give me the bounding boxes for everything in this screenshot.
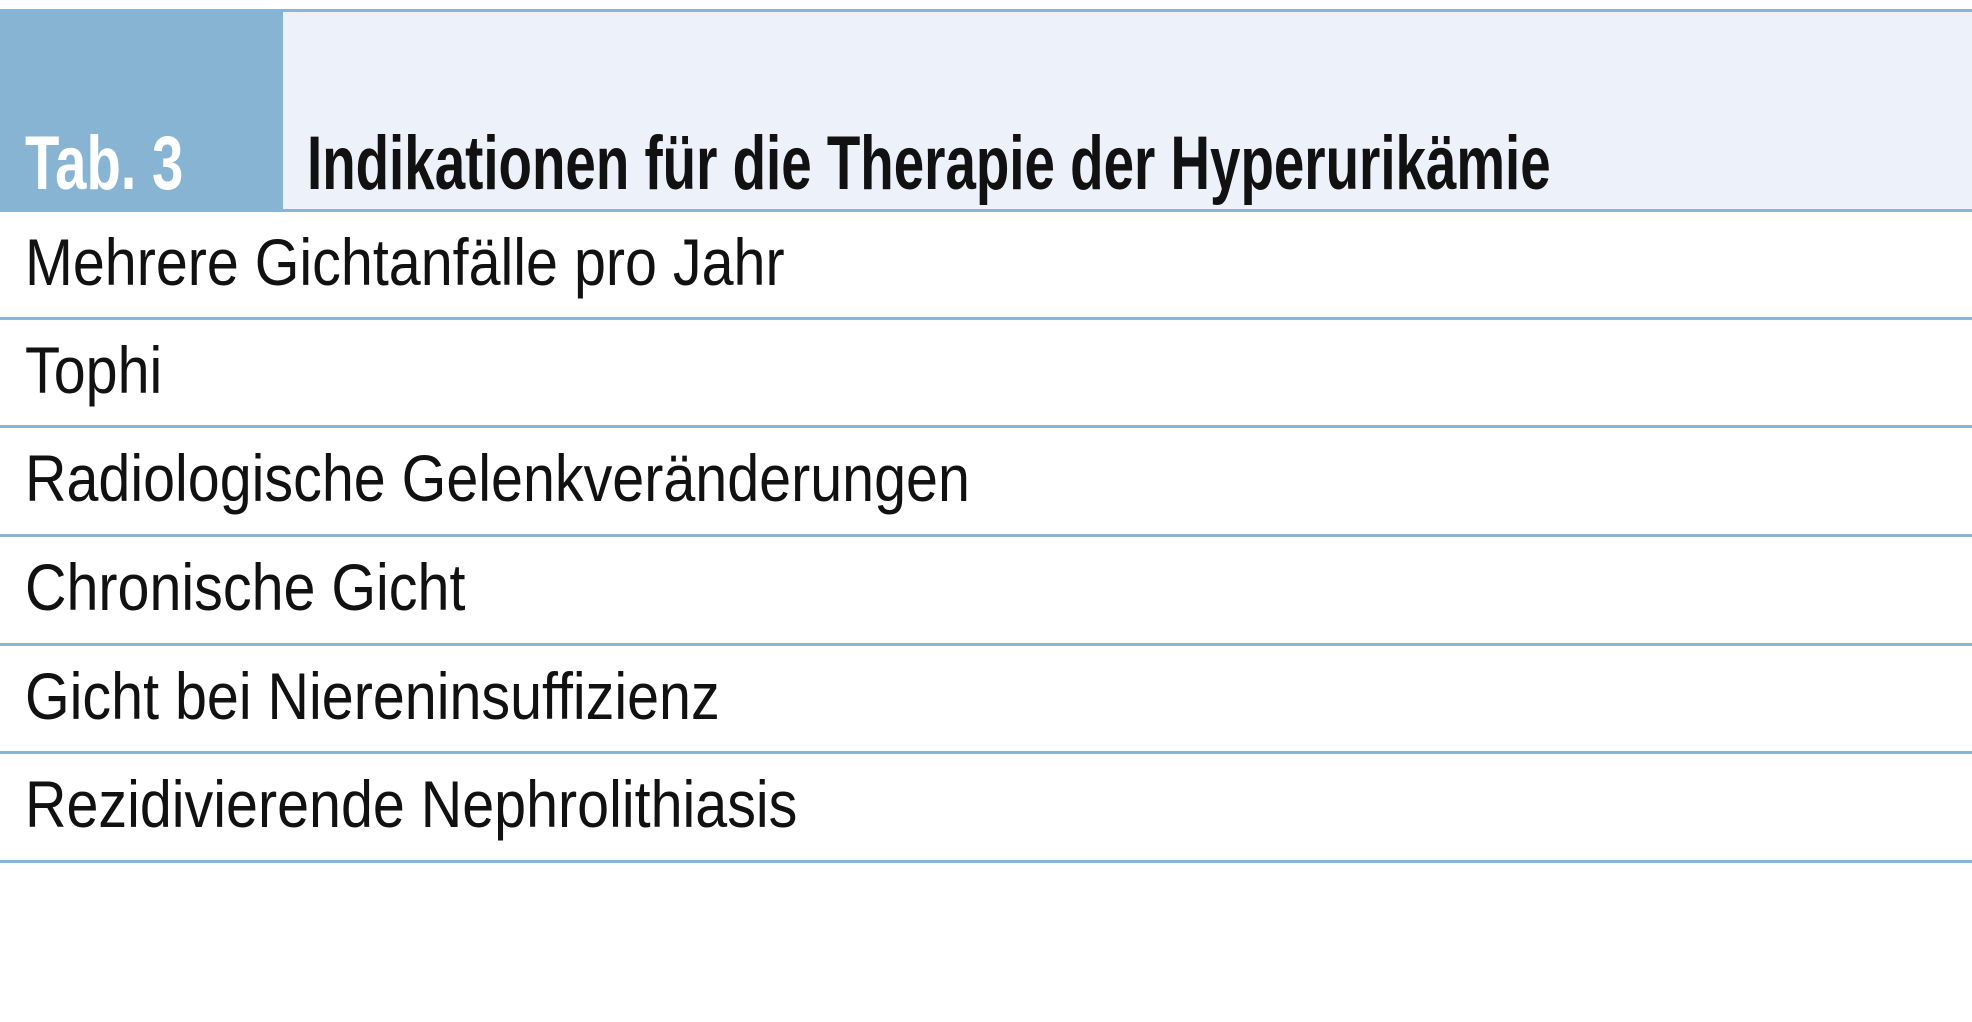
table-header xyxy=(0,12,1972,209)
table-cell: Tophi xyxy=(25,333,163,407)
row-rule xyxy=(0,751,1972,754)
header-rule xyxy=(0,209,1972,212)
table-label: Tab. 3 xyxy=(25,121,184,206)
table-title: Indikationen für die Therapie der Hyperu… xyxy=(307,121,1551,206)
bottom-rule xyxy=(0,860,1972,863)
table-row: Rezidivierende Nephrolithiasis xyxy=(0,754,1972,860)
table-cell: Chronische Gicht xyxy=(25,550,466,624)
row-rule xyxy=(0,534,1972,537)
table-cell: Mehrere Gichtanfälle pro Jahr xyxy=(25,225,785,299)
table-cell: Rezidivierende Nephrolithiasis xyxy=(25,767,798,841)
top-rule xyxy=(0,9,1972,12)
table-row: Tophi xyxy=(0,320,1972,426)
table-cell: Gicht bei Niereninsuffizienz xyxy=(25,659,720,733)
table-label-cell xyxy=(0,12,283,209)
row-rule xyxy=(0,425,1972,428)
table-row: Chronische Gicht xyxy=(0,537,1972,643)
table-row: Mehrere Gichtanfälle pro Jahr xyxy=(0,212,1972,318)
row-rule xyxy=(0,643,1972,646)
table-row: Radiologische Gelenkveränderungen xyxy=(0,428,1972,534)
table-cell: Radiologische Gelenkveränderungen xyxy=(25,441,970,515)
table-row: Gicht bei Niereninsuffizienz xyxy=(0,646,1972,752)
row-rule xyxy=(0,317,1972,320)
